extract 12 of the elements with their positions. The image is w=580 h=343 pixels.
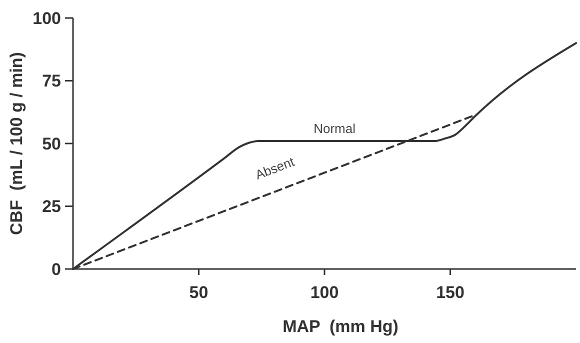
text: Absent bbox=[253, 154, 297, 182]
x-tick-label: 150 bbox=[436, 283, 464, 302]
y-tick-label: 0 bbox=[52, 260, 61, 279]
x-tick-label: 100 bbox=[310, 283, 339, 302]
y-tick-label: 75 bbox=[42, 72, 61, 91]
series-label: Normal bbox=[314, 120, 356, 136]
x-axis-title: MAP (mm Hg) bbox=[282, 317, 398, 336]
y-tick-label: 50 bbox=[42, 134, 61, 154]
x-tick-label: 50 bbox=[189, 283, 208, 302]
y-tick-label: 100 bbox=[32, 8, 61, 28]
y-axis-title: CBF (mL / 100 g / min) bbox=[7, 52, 26, 235]
y-tick-label: 25 bbox=[42, 197, 61, 216]
